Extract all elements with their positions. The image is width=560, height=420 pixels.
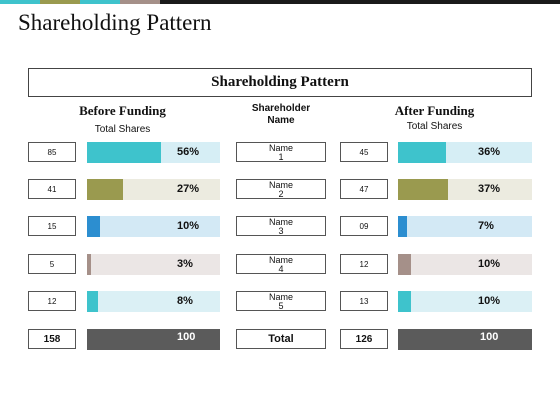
after-share-bar-percent: 10% bbox=[478, 295, 501, 307]
before-share-bar-fill bbox=[87, 291, 98, 312]
name-label: Name bbox=[268, 143, 293, 153]
before-share-bar: 3% bbox=[87, 254, 220, 275]
after-share-bar-percent: 37% bbox=[478, 183, 501, 195]
total-label-box: Total bbox=[236, 329, 326, 349]
before-share-bar-fill bbox=[87, 179, 123, 200]
before-shares-box: 41 bbox=[28, 179, 76, 199]
shareholder-name-box: Name 1 bbox=[236, 142, 326, 162]
after-share-bar: 37% bbox=[398, 179, 532, 200]
name-label: Name bbox=[268, 180, 293, 190]
shareholder-name-box: Name 3 bbox=[236, 216, 326, 236]
before-share-bar-percent: 56% bbox=[177, 146, 200, 158]
after-share-bar: 7% bbox=[398, 216, 532, 237]
before-funding-heading: Before Funding bbox=[79, 103, 166, 118]
before-share-bar-percent: 8% bbox=[177, 295, 193, 307]
before-share-bar: 8% bbox=[87, 291, 220, 312]
before-share-bar-percent: 10% bbox=[177, 220, 200, 232]
name-label: Name bbox=[268, 217, 293, 227]
shareholder-header-line: Shareholder bbox=[251, 103, 311, 114]
after-share-bar-fill bbox=[398, 179, 448, 200]
after-total-bar-percent: 100 bbox=[480, 331, 499, 343]
after-total-box: 126 bbox=[340, 329, 388, 349]
shareholder-name-box: Name 5 bbox=[236, 291, 326, 311]
before-share-bar-percent: 27% bbox=[177, 183, 200, 195]
accent-segment bbox=[0, 0, 40, 4]
before-total-shares-label: Total Shares bbox=[94, 124, 151, 135]
before-shares-box: 15 bbox=[28, 216, 76, 236]
accent-segment bbox=[160, 0, 560, 4]
before-shares-box: 85 bbox=[28, 142, 76, 162]
after-share-bar-percent: 36% bbox=[478, 146, 501, 158]
after-funding-heading: After Funding bbox=[394, 103, 475, 118]
slide-title: Shareholding Pattern bbox=[18, 10, 212, 35]
after-share-bar: 10% bbox=[398, 291, 532, 312]
accent-segment bbox=[80, 0, 120, 4]
before-share-bar-fill bbox=[87, 254, 91, 275]
name-number: 2 bbox=[278, 189, 284, 199]
after-total-bar: 100 bbox=[398, 329, 532, 350]
after-shares-box: 45 bbox=[340, 142, 388, 162]
before-share-bar: 27% bbox=[87, 179, 220, 200]
after-total-shares-label: Total Shares bbox=[406, 121, 463, 132]
accent-segment bbox=[120, 0, 160, 4]
before-total-bar: 100 bbox=[87, 329, 220, 350]
before-total-bar-percent: 100 bbox=[177, 331, 196, 343]
name-label: Name bbox=[268, 255, 293, 265]
after-shares-box: 09 bbox=[340, 216, 388, 236]
before-share-bar: 10% bbox=[87, 216, 220, 237]
table-title: Shareholding Pattern bbox=[28, 68, 532, 97]
before-share-bar-fill bbox=[87, 142, 162, 163]
top-accent-bar bbox=[0, 0, 560, 4]
after-share-bar-fill bbox=[398, 254, 412, 275]
name-number: 4 bbox=[278, 264, 284, 274]
after-share-bar-percent: 7% bbox=[478, 220, 494, 232]
shareholder-name-header: Shareholder Name bbox=[236, 103, 326, 127]
name-number: 5 bbox=[278, 301, 284, 311]
before-shares-box: 12 bbox=[28, 291, 76, 311]
after-share-bar-fill bbox=[398, 216, 408, 237]
name-number: 1 bbox=[278, 152, 284, 162]
name-label: Name bbox=[268, 292, 293, 302]
name-header-line: Name bbox=[267, 115, 295, 126]
before-share-bar: 56% bbox=[87, 142, 220, 163]
name-number: 3 bbox=[278, 226, 284, 236]
after-share-bar: 10% bbox=[398, 254, 532, 275]
before-shares-box: 5 bbox=[28, 254, 76, 274]
before-total-box: 158 bbox=[28, 329, 76, 349]
shareholder-name-box: Name 4 bbox=[236, 254, 326, 274]
shareholder-name-box: Name 2 bbox=[236, 179, 326, 199]
after-share-bar: 36% bbox=[398, 142, 532, 163]
after-shares-box: 13 bbox=[340, 291, 388, 311]
before-share-bar-percent: 3% bbox=[177, 258, 193, 270]
after-share-bar-fill bbox=[398, 291, 412, 312]
after-share-bar-fill bbox=[398, 142, 447, 163]
accent-segment bbox=[40, 0, 80, 4]
before-share-bar-fill bbox=[87, 216, 101, 237]
after-share-bar-percent: 10% bbox=[478, 258, 501, 270]
after-shares-box: 12 bbox=[340, 254, 388, 274]
after-shares-box: 47 bbox=[340, 179, 388, 199]
